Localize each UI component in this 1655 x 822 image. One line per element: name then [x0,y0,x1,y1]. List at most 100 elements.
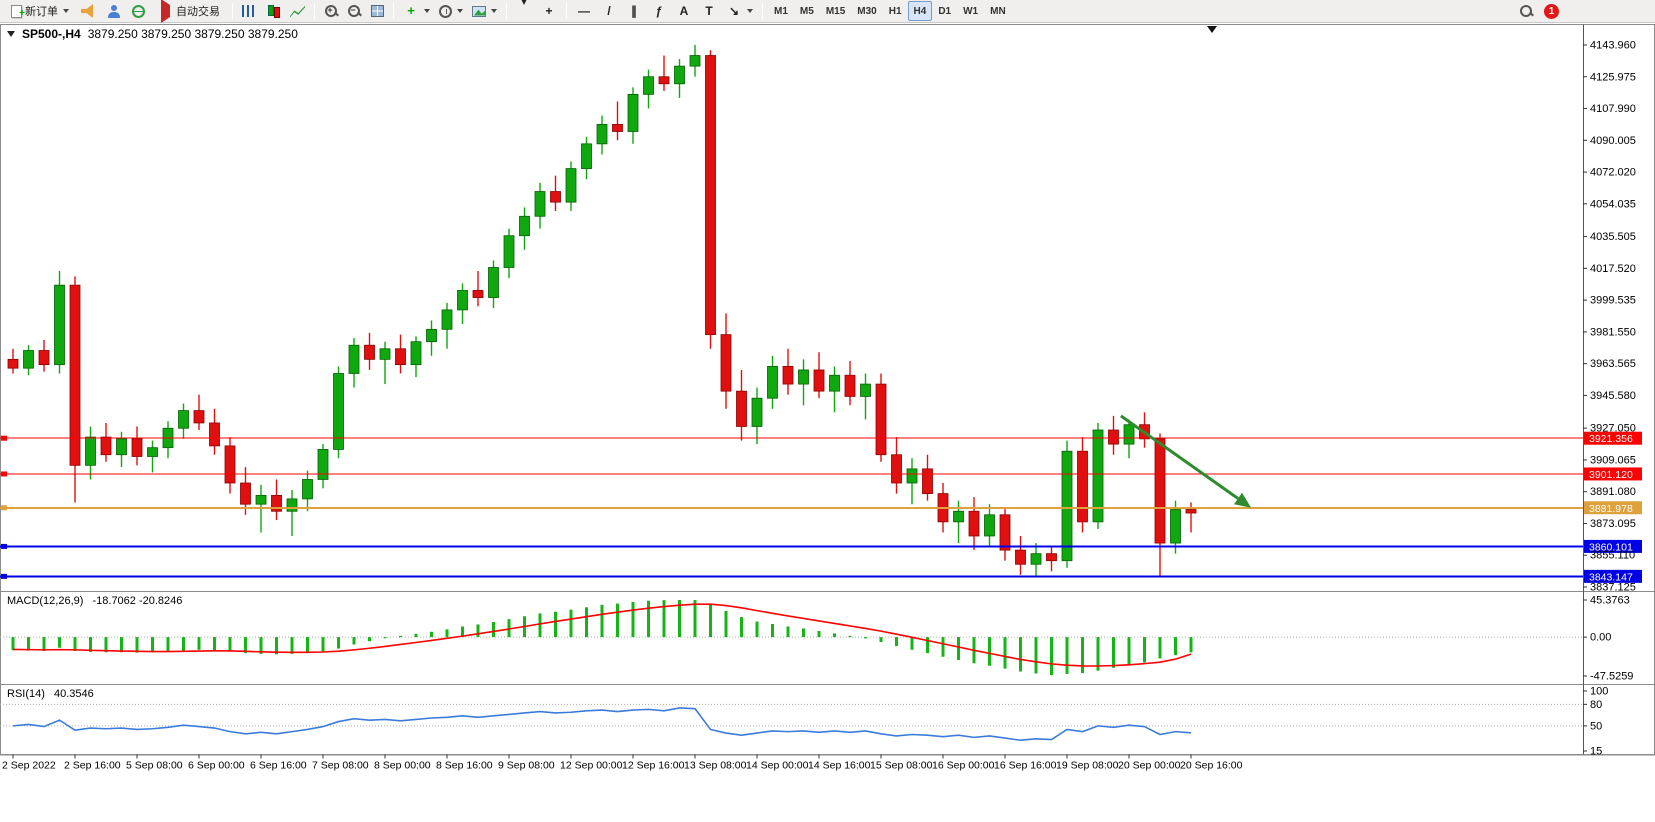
tf-button-W1[interactable]: W1 [963,5,979,17]
tf-button-MN[interactable]: MN [990,5,1006,17]
candle [1030,553,1042,565]
profile-button[interactable] [102,1,126,21]
time-axis-label: 7 Sep 08:00 [312,760,369,772]
main-toolbar: 新订单 自动交易 + − [0,0,1655,23]
cursor-tool-button[interactable] [512,0,536,22]
label-tool-button[interactable]: T [697,1,721,21]
zoom-out-button[interactable]: − [343,1,365,21]
hline-tool-button[interactable]: — [572,1,596,21]
price-tick-label: 3891.080 [1590,486,1636,498]
notification-badge[interactable]: 1 [1544,3,1559,19]
new-order-button[interactable]: 新订单 [4,1,76,21]
tf-button-M15[interactable]: M15 [825,5,846,17]
candle [410,341,422,366]
crosshair-tool-button[interactable]: + [537,1,561,21]
candle [1154,438,1166,544]
candle [813,369,825,392]
clock-icon [439,4,452,18]
text-tool-button[interactable]: A [672,1,696,21]
time-axis-label: 14 Sep 16:00 [808,760,871,772]
autotrade-play-icon [160,0,170,23]
macd-histogram-bar [631,601,635,638]
candle [736,390,747,427]
tf-button-D1[interactable]: D1 [938,5,952,17]
time-axis-label: 5 Sep 08:00 [126,760,183,772]
candle [302,479,313,500]
macd-histogram-bar [647,600,650,638]
hline-left-marker[interactable] [1,505,7,511]
macd-histogram-bar [988,637,991,666]
candle [193,410,205,424]
line-chart-icon [290,5,305,18]
chart-shift-marker[interactable] [1207,26,1217,33]
hline-left-marker[interactable] [1,435,7,441]
hline-left-marker[interactable] [1,471,7,477]
trendline-tool-button[interactable]: / [597,1,621,21]
candle [441,309,453,330]
macd-histogram-bar [1127,637,1131,665]
periods-button[interactable] [435,1,467,21]
hline-left-marker[interactable] [1,573,7,579]
price-tick-label: 3981.550 [1590,326,1636,338]
price-tick-label: 4090.005 [1590,135,1636,147]
time-axis-label: 14 Sep 00:00 [746,760,809,772]
candle [364,344,375,360]
shapes-tool-button[interactable]: ↘ [722,1,757,21]
bar-chart-button[interactable] [238,1,260,21]
arrow-annotation-shaft[interactable] [1120,414,1239,500]
channel-tool-button[interactable]: ∥ [622,1,646,21]
candle [844,374,856,397]
zoom-in-button[interactable]: + [320,1,342,21]
candle [1108,429,1119,445]
fibonacci-tool-button[interactable]: ƒ [647,1,671,21]
community-button[interactable] [127,1,149,21]
search-button[interactable] [1515,1,1537,21]
tf-button-M1[interactable]: M1 [774,5,788,17]
indicators-button[interactable]: + [399,1,434,21]
candle [116,438,127,456]
price-tick-label: 3909.065 [1590,454,1636,466]
chart-window[interactable]: 3921.356 3901.120 3881.978 3860.101 3843.147… [0,23,1655,822]
macd-histogram-bar [492,621,495,638]
macd-histogram-bar [399,635,402,638]
candle [178,410,189,429]
autotrading-button[interactable]: 自动交易 [150,0,227,23]
trendline-icon: / [607,4,611,18]
candlestick-chart-button[interactable] [261,1,285,21]
time-axis-label: 20 Sep 00:00 [1118,760,1181,772]
bar-chart-icon [242,5,256,17]
collapse-triangle-icon [7,31,15,37]
hline-price-box [1584,539,1642,553]
candle [255,494,267,505]
candle [581,143,592,169]
candle [333,373,344,450]
arrow-annotation-head[interactable] [1233,492,1252,508]
tf-button-M5[interactable]: M5 [799,5,814,17]
globe-icon [131,4,145,18]
macd-histogram-bar [197,637,201,650]
line-chart-button[interactable] [286,1,309,21]
time-axis-label: 8 Sep 16:00 [436,760,493,772]
tf-button-H4[interactable]: H4 [907,1,933,21]
candle [689,55,701,67]
chart-canvas[interactable]: 3921.356 3901.120 3881.978 3860.101 3843.147… [0,23,1655,822]
chevron-down-icon [491,9,497,13]
add-indicator-icon: + [407,3,415,18]
time-axis-label: 16 Sep 16:00 [994,760,1057,772]
macd-current-values: -18.7062 -20.8246 [92,595,183,607]
candle [426,328,437,343]
tile-windows-button[interactable] [366,1,388,21]
templates-button[interactable] [468,1,501,21]
price-tick-label: 4035.505 [1590,231,1636,243]
tf-button-H1[interactable]: H1 [888,5,902,17]
time-axis-label: 16 Sep 00:00 [932,760,995,772]
chevron-down-icon [747,9,753,13]
chevron-down-icon [63,9,69,13]
price-tick-label: 3999.535 [1590,295,1636,307]
macd-histogram-bar [600,604,604,638]
hline-left-marker[interactable] [1,543,7,549]
macd-histogram-bar [414,633,418,638]
tf-button-M30[interactable]: M30 [857,5,877,17]
news-button[interactable] [77,1,101,21]
toolbar-separator [314,3,315,19]
